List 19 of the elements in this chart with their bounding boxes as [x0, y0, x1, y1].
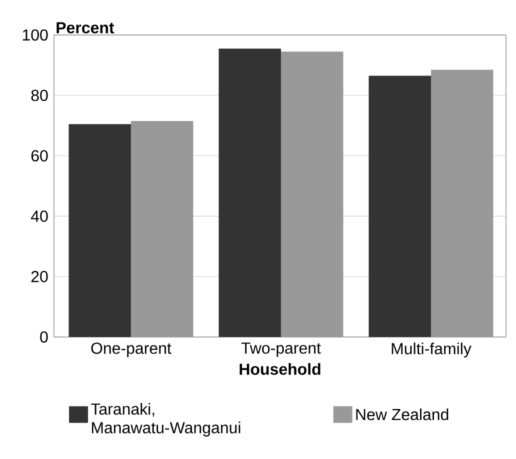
- y-tick-label: 0: [40, 331, 48, 343]
- y-tick-label: 20: [31, 270, 48, 282]
- x-tick-label: Multi-family: [392, 342, 472, 358]
- legend-label: Taranaki, Manawatu-Wanganui: [91, 402, 240, 437]
- bar: [368, 76, 431, 337]
- bar: [430, 70, 494, 337]
- bar: [280, 52, 344, 337]
- legend-label: New Zealand: [356, 408, 448, 420]
- y-axis-title: Percent: [56, 22, 114, 34]
- bar: [68, 124, 131, 337]
- y-tick-label: 40: [30, 210, 48, 222]
- bar: [130, 121, 194, 337]
- bar: [218, 48, 281, 337]
- y-tick-label: 80: [31, 90, 48, 102]
- x-tick-label: One-parent: [91, 342, 172, 358]
- x-axis-title: Household: [240, 363, 320, 375]
- y-tick-label: 100: [22, 29, 48, 41]
- x-tick-label: Two-parent: [241, 342, 321, 357]
- y-tick-label: 60: [31, 150, 48, 162]
